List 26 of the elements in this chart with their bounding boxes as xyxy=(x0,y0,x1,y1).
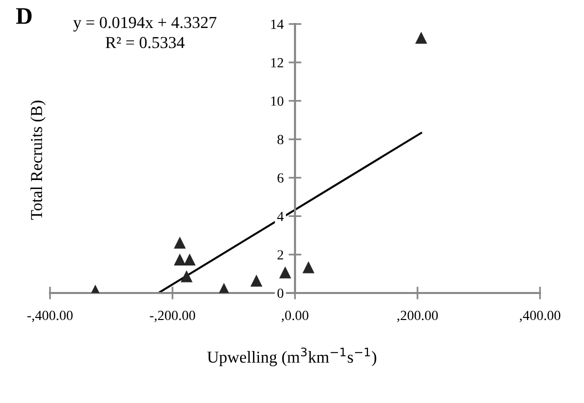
annotation: R² = 0.5334 xyxy=(106,36,185,48)
x-tick-label: ,0.00 xyxy=(282,310,308,322)
y-tick-label: 2 xyxy=(278,250,284,260)
point xyxy=(174,254,186,266)
point xyxy=(174,237,186,249)
y-tick-label: 4 xyxy=(277,212,284,221)
y-tick-label: 6 xyxy=(278,173,284,183)
x-tick-label: ,200.00 xyxy=(397,310,438,322)
x-tick-label: -,400.00 xyxy=(27,310,73,322)
point xyxy=(280,267,291,278)
x-axis-title: Upwelling (m$^{3}$km$^{−1}$s$^{−1}$) xyxy=(207,348,376,366)
point xyxy=(250,276,262,287)
y-tick-label: 0 xyxy=(277,288,284,298)
point xyxy=(184,254,196,266)
x-tick-label: -,200.00 xyxy=(150,310,196,322)
point xyxy=(302,262,314,274)
y-tick-label: 10 xyxy=(271,96,284,106)
point xyxy=(416,32,427,44)
point xyxy=(181,271,192,282)
chart-title: D xyxy=(16,8,32,24)
y-tick-label: 12 xyxy=(271,58,284,68)
annotation: y = 0.0194x + 4.3327 xyxy=(73,16,216,32)
y-tick-label: 8 xyxy=(277,134,284,144)
x-tick-label: ,400.00 xyxy=(520,310,560,322)
y-axis-title: Total Recruits (B) xyxy=(30,100,46,220)
y-tick-label: 14 xyxy=(271,20,284,29)
